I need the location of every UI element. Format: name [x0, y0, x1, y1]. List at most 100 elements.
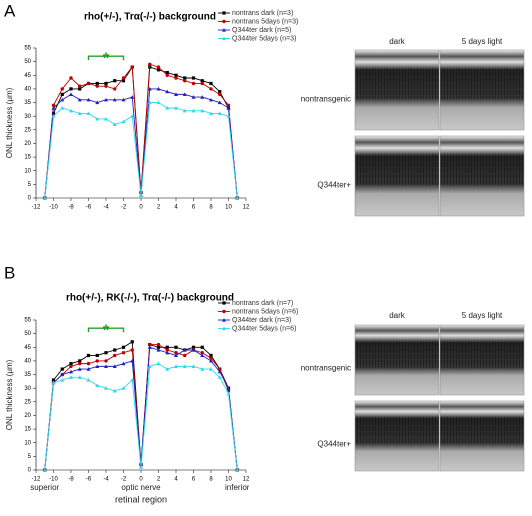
marker — [130, 358, 135, 363]
x-tick-label: -8 — [68, 477, 74, 483]
marker — [174, 73, 178, 77]
marker — [121, 386, 126, 390]
micrograph-texture — [440, 67, 524, 100]
y-tick-label: 15 — [24, 427, 31, 433]
marker — [209, 81, 213, 86]
marker — [174, 76, 178, 80]
marker — [69, 92, 73, 96]
legend-label: Q344ter 5days (n=3) — [232, 35, 296, 42]
marker — [191, 364, 196, 368]
data-line — [44, 344, 238, 471]
marker — [209, 87, 213, 91]
marker — [95, 81, 99, 86]
marker — [191, 95, 196, 99]
marker — [95, 364, 100, 368]
marker — [60, 92, 64, 96]
x-tick-label: 12 — [243, 477, 250, 483]
region-label: inferior — [225, 483, 250, 492]
column-label: 5 days light — [462, 311, 503, 320]
micrograph-texture — [355, 340, 439, 369]
marker — [60, 97, 65, 102]
x-tick-label: -2 — [121, 205, 127, 211]
legend-label: nontrans dark (n=3) — [232, 10, 293, 17]
marker — [86, 361, 91, 366]
marker — [104, 359, 108, 363]
marker — [86, 353, 91, 358]
marker — [121, 345, 126, 349]
x-tick-label: 6 — [192, 205, 196, 211]
marker — [156, 65, 161, 69]
marker — [77, 367, 82, 371]
marker — [77, 375, 82, 379]
marker — [183, 76, 187, 80]
x-tick-label: -6 — [86, 205, 92, 211]
marker — [95, 100, 100, 105]
marker — [191, 76, 196, 80]
marker — [130, 340, 134, 344]
marker — [95, 84, 99, 88]
significance-bracket — [87, 55, 125, 61]
marker — [77, 97, 82, 102]
legend-marker — [222, 11, 226, 15]
marker — [174, 353, 178, 358]
marker — [156, 348, 161, 352]
marker — [182, 348, 187, 352]
x-tick-label: 4 — [174, 205, 178, 211]
legend-label: nontrans 5days (n=3) — [232, 18, 298, 25]
y-tick-label: 0 — [28, 196, 32, 202]
x-tick-label: -12 — [32, 477, 41, 483]
y-tick-label: 45 — [24, 73, 31, 79]
marker — [226, 386, 231, 390]
marker — [226, 106, 231, 110]
data-line — [44, 102, 238, 199]
marker — [104, 116, 108, 121]
marker — [121, 119, 126, 124]
marker — [156, 100, 161, 105]
marker — [200, 95, 205, 99]
marker — [209, 353, 213, 358]
x-tick-label: -8 — [68, 205, 74, 211]
marker — [69, 362, 73, 366]
marker — [218, 92, 222, 97]
marker — [165, 350, 170, 355]
x-tick-label: 0 — [139, 205, 143, 211]
y-tick-label: 20 — [24, 413, 31, 419]
marker — [191, 348, 196, 352]
marker — [112, 388, 117, 393]
y-tick-label: 50 — [24, 59, 31, 65]
marker — [191, 345, 196, 349]
y-tick-label: 20 — [24, 141, 31, 147]
marker — [121, 351, 126, 355]
marker — [69, 364, 73, 369]
marker — [86, 81, 91, 86]
marker — [200, 345, 204, 349]
micrograph-texture — [355, 153, 439, 186]
marker — [147, 345, 152, 349]
marker — [165, 70, 169, 75]
marker — [156, 86, 161, 91]
data-line — [44, 88, 238, 199]
legend-label: Q344ter dark (n=3) — [232, 317, 291, 324]
marker — [218, 367, 222, 371]
marker — [78, 84, 82, 88]
marker — [183, 353, 187, 358]
marker — [147, 86, 152, 91]
x-tick-label: 10 — [225, 477, 232, 483]
legend-marker — [222, 19, 226, 24]
legend-marker — [222, 301, 226, 305]
chart-title: rho(+/-), Trα(-/-) background — [84, 12, 216, 23]
legend-label: nontrans 5days (n=6) — [232, 308, 298, 315]
data-line — [44, 65, 238, 199]
marker — [147, 364, 152, 368]
marker — [200, 367, 205, 371]
marker — [182, 108, 187, 113]
marker — [174, 345, 178, 349]
x-tick-label: 8 — [209, 205, 213, 211]
marker — [235, 196, 240, 200]
chart-title: rho(+/-), RK(-/-), Trα(-/-) background — [66, 293, 234, 304]
marker — [209, 356, 213, 360]
data-line — [44, 341, 238, 471]
x-tick-label: 2 — [157, 205, 161, 211]
marker — [113, 348, 117, 352]
marker — [191, 108, 196, 113]
